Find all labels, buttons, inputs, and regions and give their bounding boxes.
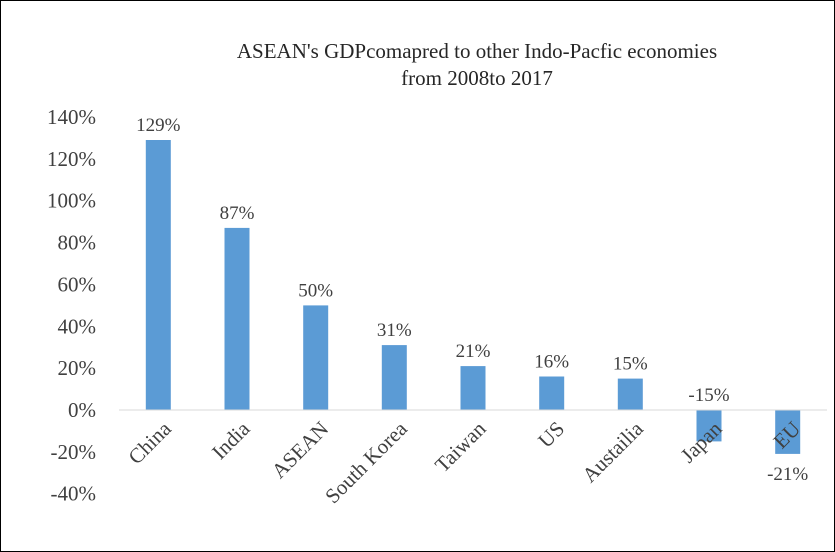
category-label: Austailia [577, 416, 648, 487]
bar-asean [303, 305, 329, 410]
data-label: 16% [534, 352, 569, 373]
bar-eu [775, 410, 801, 454]
bar-china [145, 140, 171, 410]
bar-south-korea [381, 345, 407, 410]
chart-title-line-2: from 2008to 2017 [401, 66, 553, 90]
y-tick-label: -40% [51, 482, 97, 506]
bar-japan [696, 410, 722, 442]
y-tick-label: 60% [58, 272, 97, 296]
data-label: -21% [767, 464, 808, 485]
data-label: 21% [456, 341, 491, 362]
category-label: Taiwan [430, 416, 491, 477]
data-label: 50% [298, 280, 333, 301]
bar-austailia [617, 378, 643, 410]
bars [145, 140, 801, 454]
y-axis-ticks: 140% 120% 100% 80% 60% 40% 20% 0% -20% -40% [47, 105, 96, 506]
y-tick-label: 100% [47, 189, 96, 213]
category-label: India [207, 416, 255, 464]
y-tick-label: 140% [47, 105, 96, 129]
data-labels: 129% 87% 50% 31% 21% 16% 15% -15% -21% [136, 115, 808, 485]
y-tick-label: 20% [58, 356, 97, 380]
data-label: 129% [136, 115, 181, 136]
category-label: US [533, 417, 569, 453]
category-label: China [123, 416, 176, 469]
y-tick-label: 120% [47, 147, 96, 171]
category-label: South Korea [320, 416, 412, 508]
data-label: 87% [220, 203, 255, 224]
data-label: 31% [377, 320, 412, 341]
bar-us [539, 376, 565, 410]
bar-taiwan [460, 366, 486, 410]
data-label: -15% [688, 385, 729, 406]
y-tick-label: 80% [58, 231, 97, 255]
chart-title-line-1: ASEAN's GDPcomapred to other Indo-Pacfic… [237, 39, 717, 63]
y-tick-label: -20% [51, 440, 97, 464]
category-label: ASEAN [267, 417, 333, 483]
y-tick-label: 40% [58, 314, 97, 338]
y-tick-label: 0% [68, 398, 96, 422]
bar-india [224, 227, 250, 410]
data-label: 15% [613, 354, 648, 375]
